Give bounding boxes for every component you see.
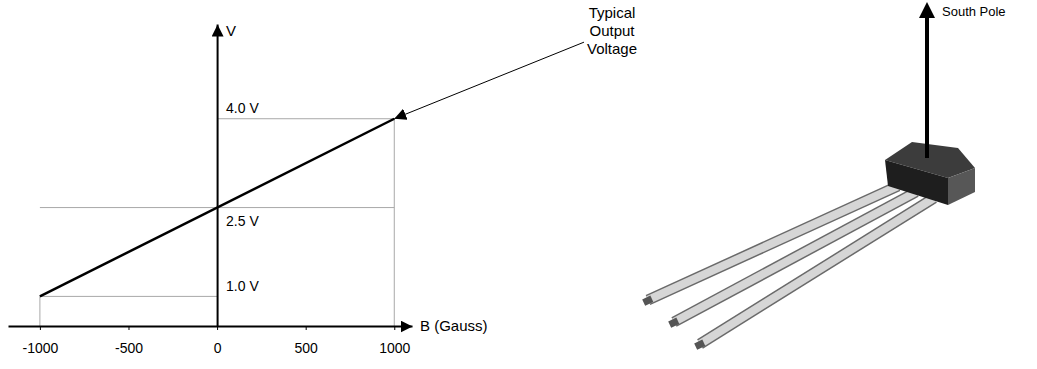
lead-end	[694, 340, 705, 350]
lead-end	[668, 318, 679, 328]
annotation: TypicalOutputVoltage	[587, 4, 637, 57]
y-tick: 1.0 V	[217, 278, 259, 297]
lead-end	[642, 296, 653, 306]
body-side	[948, 168, 975, 205]
pole-label: South Pole	[942, 4, 1006, 19]
y-axis-line	[217, 25, 219, 327]
y-tick-label: 2.5 V	[226, 213, 259, 229]
x-tick-label: 0	[214, 340, 222, 356]
y-tick-label: 4.0 V	[226, 100, 259, 116]
annotation-leader	[394, 42, 584, 119]
x-tick-label: -1000	[22, 340, 58, 356]
annotation-line: Typical	[589, 4, 636, 21]
x-axis-title: B (Gauss)	[420, 317, 488, 334]
x-tick-mark	[217, 326, 218, 330]
y-axis-title: V	[226, 22, 236, 39]
pole-arrowhead	[919, 2, 935, 18]
lead-outline	[700, 198, 934, 344]
x-tick-label: 500	[295, 340, 319, 356]
x-tick: 1000	[379, 326, 410, 356]
x-tick: -1000	[22, 326, 58, 356]
y-axis: 1.0 V 2.5 V 4.0 V	[217, 25, 259, 327]
guide-line	[39, 296, 40, 326]
x-tick-mark	[306, 326, 307, 330]
x-tick-label: 1000	[379, 340, 410, 356]
lead	[674, 192, 916, 322]
x-tick: 500	[295, 326, 319, 356]
x-tick-mark	[394, 326, 395, 330]
canvas: -1000 -500 0 500 1000 1.0 V 2.5 V 4.0 V V B (Gaus…	[0, 0, 1037, 369]
y-tick-label: 1.0 V	[226, 278, 259, 294]
hall-sensor	[642, 2, 975, 350]
x-tick: 0	[214, 326, 222, 356]
x-tick-label: -500	[115, 340, 143, 356]
y-tick: 2.5 V	[217, 208, 259, 229]
lead	[700, 198, 934, 344]
annotation-line: Voltage	[587, 40, 637, 57]
guide-line	[217, 118, 394, 119]
x-tick-mark	[40, 326, 41, 330]
body-front	[885, 160, 948, 205]
guide-line	[40, 296, 217, 297]
x-tick: -500	[115, 326, 143, 356]
x-axis-line	[9, 326, 413, 328]
y-tick: 4.0 V	[217, 100, 259, 119]
annotation-line: Output	[589, 22, 635, 39]
x-axis: -1000 -500 0 500 1000	[9, 326, 413, 356]
lead-outline	[674, 192, 916, 322]
x-tick-mark	[128, 326, 129, 330]
guide-line	[394, 119, 395, 326]
pole-arrow	[925, 16, 929, 158]
